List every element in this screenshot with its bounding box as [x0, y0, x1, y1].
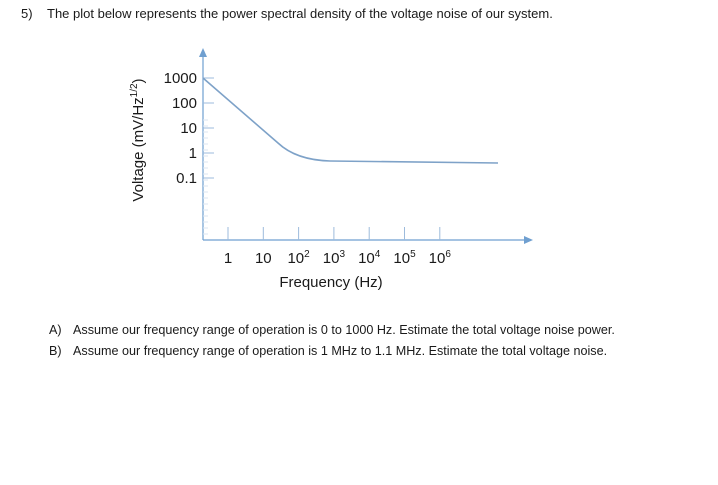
- x-tick-label: 104: [358, 249, 381, 267]
- y-tick-label: 1: [189, 145, 197, 162]
- y-tick-label: 0.1: [176, 170, 197, 187]
- x-tick-label: 1: [224, 250, 232, 267]
- part-b-letter: B): [49, 344, 62, 358]
- y-tick-label: 100: [172, 95, 197, 112]
- chart-axes: [199, 48, 533, 244]
- x-axis-arrow: [524, 236, 533, 244]
- x-tick-label: 105: [393, 249, 416, 267]
- x-tick-label: 103: [323, 249, 346, 267]
- part-a-letter: A): [49, 323, 62, 337]
- question-number: 5): [21, 6, 33, 21]
- question-text: The plot below represents the power spec…: [47, 6, 553, 21]
- part-b-text: Assume our frequency range of operation …: [73, 344, 608, 358]
- question-parts: A) Assume our frequency range of operati…: [49, 320, 633, 362]
- y-ticks: 1000 100 10 1 0.1: [164, 70, 214, 235]
- part-a: A) Assume our frequency range of operati…: [49, 320, 633, 341]
- x-tick-label: 10: [255, 250, 272, 267]
- x-tick-label: 102: [287, 249, 310, 267]
- part-a-text: Assume our frequency range of operation …: [73, 323, 615, 337]
- part-b: B) Assume our frequency range of operati…: [49, 341, 633, 362]
- y-tick-label: 1000: [164, 70, 197, 87]
- noise-curve: [202, 77, 499, 164]
- x-axis-label: Frequency (Hz): [279, 274, 382, 291]
- x-ticks: 1 10 102 103 104 105 106: [224, 227, 452, 267]
- y-tick-label: 10: [180, 120, 197, 137]
- x-tick-label: 106: [429, 249, 452, 267]
- y-axis-label: Voltage (mV/Hz1/2): [129, 78, 147, 201]
- y-axis-arrow: [199, 48, 207, 57]
